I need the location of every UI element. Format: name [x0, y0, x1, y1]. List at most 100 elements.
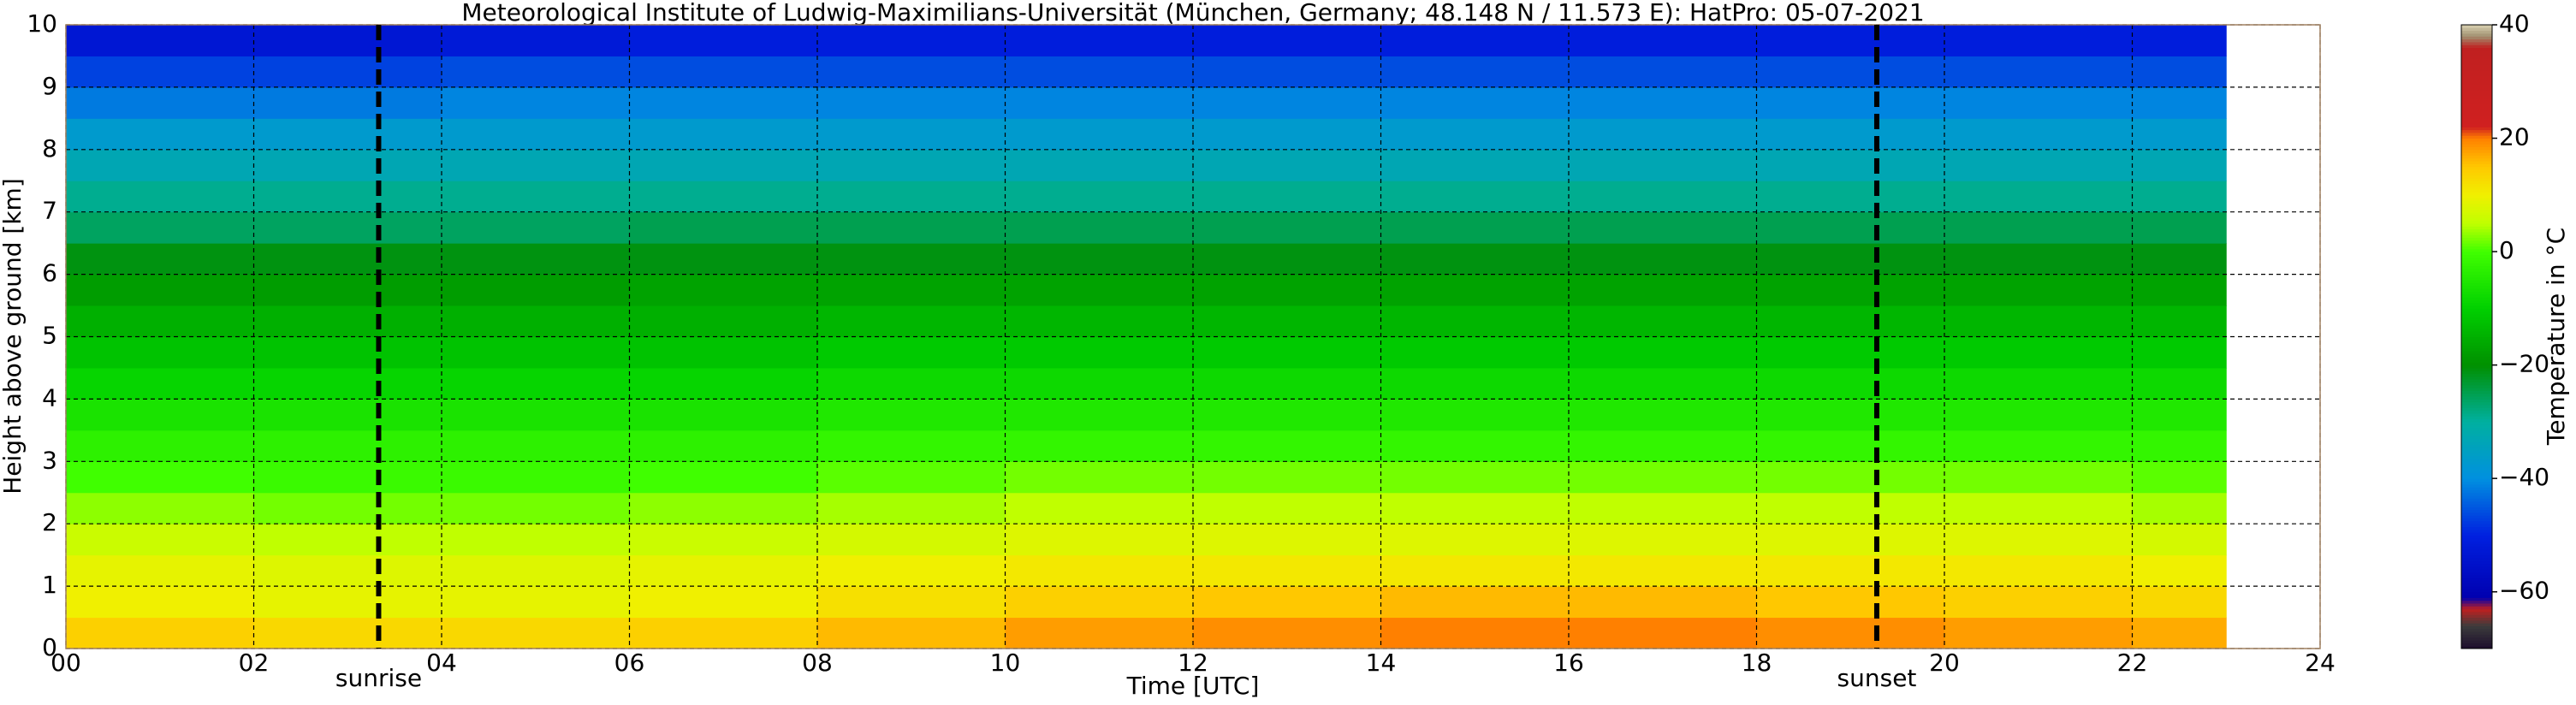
colorbar-segment	[2461, 526, 2492, 530]
colorbar-segment	[2461, 566, 2492, 570]
colorbar-segment	[2461, 248, 2492, 252]
colorbar-segment	[2461, 637, 2492, 641]
heatmap-cell	[253, 554, 442, 587]
heatmap-cell	[1380, 524, 1570, 556]
heatmap-cell	[2132, 118, 2227, 151]
heatmap-cell	[1569, 554, 1757, 587]
heatmap-cell	[629, 367, 818, 400]
heatmap-cell	[1193, 399, 1381, 431]
heatmap-cell	[1569, 492, 1757, 524]
colorbar-segment	[2461, 563, 2492, 567]
x-tick-label: 12	[1178, 649, 1208, 677]
heatmap-cell	[1569, 336, 1757, 369]
colorbar-segment	[2461, 135, 2492, 139]
colorbar-segment	[2461, 382, 2492, 386]
colorbar-segment	[2461, 319, 2492, 323]
colorbar-segment	[2461, 591, 2492, 595]
colorbar-segment	[2461, 27, 2492, 32]
colorbar-segment	[2461, 552, 2492, 556]
heatmap-cell	[1756, 461, 1945, 494]
colorbar-segment	[2461, 583, 2492, 587]
heatmap-cell	[253, 274, 442, 306]
y-tick-label: 5	[42, 322, 57, 350]
colorbar-segment	[2461, 257, 2492, 261]
heatmap-cell	[1380, 149, 1570, 181]
heatmap-cell	[1193, 118, 1381, 151]
colorbar-segment	[2461, 237, 2492, 241]
heatmap-cell	[1193, 86, 1381, 119]
heatmap-cell	[253, 86, 442, 119]
colorbar-segment	[2461, 578, 2492, 581]
event-label: sunrise	[335, 664, 422, 692]
y-tick-label: 8	[42, 134, 57, 163]
colorbar-segment	[2461, 209, 2492, 213]
colorbar-segment	[2461, 200, 2492, 204]
heatmap-cell	[1944, 86, 2133, 119]
colorbar-segment	[2461, 643, 2492, 647]
colorbar-segment	[2461, 222, 2492, 227]
colorbar-segment	[2461, 427, 2492, 431]
colorbar-segment	[2461, 595, 2492, 598]
heatmap-cell	[442, 461, 630, 494]
heatmap-cell	[1193, 305, 1381, 337]
colorbar-segment	[2461, 177, 2492, 181]
colorbar-segment	[2461, 574, 2492, 578]
heatmap-cell	[817, 430, 1006, 462]
heatmap-cell	[1944, 56, 2133, 88]
colorbar-segment	[2461, 557, 2492, 561]
colorbar-segment	[2461, 92, 2492, 97]
colorbar-segment	[2461, 271, 2492, 275]
heatmap-cell	[629, 25, 818, 56]
heatmap-cell	[2132, 305, 2227, 337]
heatmap-cell	[66, 336, 254, 369]
colorbar-segment	[2461, 308, 2492, 312]
heatmap-cell	[2132, 149, 2227, 181]
heatmap-cell	[1569, 118, 1757, 151]
heatmap-cell	[1756, 554, 1945, 587]
heatmap-cell	[442, 243, 630, 275]
colorbar-segment	[2461, 36, 2492, 40]
colorbar-segment	[2461, 169, 2492, 173]
colorbar-segment	[2461, 274, 2492, 278]
heatmap-cell	[1756, 274, 1945, 306]
heatmap-cell	[629, 492, 818, 524]
colorbar-segment	[2461, 461, 2492, 465]
heatmap-cell	[1756, 25, 1945, 56]
colorbar-segment	[2461, 634, 2492, 638]
colorbar-segment	[2461, 129, 2492, 133]
heatmap-cell	[1380, 492, 1570, 524]
heatmap-cell	[66, 149, 254, 181]
colorbar-segment	[2461, 623, 2492, 626]
heatmap-cell	[1756, 243, 1945, 275]
heatmap-cell	[1756, 586, 1945, 619]
heatmap-cell	[253, 243, 442, 275]
heatmap-cell	[817, 211, 1006, 244]
colorbar-segment	[2461, 53, 2492, 56]
heatmap-cell	[1944, 305, 2133, 337]
heatmap-cell	[817, 367, 1006, 400]
heatmap-cell	[1944, 25, 2133, 56]
heatmap-cell	[1756, 211, 1945, 244]
heatmap-cell	[1944, 492, 2133, 524]
heatmap-cell	[817, 399, 1006, 431]
heatmap-cell	[442, 617, 630, 649]
colorbar-segment	[2461, 412, 2492, 417]
colorbar-segment	[2461, 152, 2492, 156]
heatmap-cell	[1380, 336, 1570, 369]
colorbar-segment	[2461, 118, 2492, 122]
colorbar-segment	[2461, 163, 2492, 168]
heatmap-cell	[629, 554, 818, 587]
colorbar-segment	[2461, 444, 2492, 448]
x-tick-label: 04	[426, 649, 457, 677]
y-tick-label: 7	[42, 197, 57, 225]
colorbar-segment	[2461, 58, 2492, 62]
heatmap-cell	[66, 25, 254, 56]
heatmap-cell	[1380, 181, 1570, 213]
colorbar-segment	[2461, 211, 2492, 216]
colorbar-segment	[2461, 554, 2492, 559]
colorbar-segment	[2461, 367, 2492, 371]
colorbar-segment	[2461, 430, 2492, 434]
heatmap-cell	[629, 336, 818, 369]
colorbar-segment	[2461, 543, 2492, 548]
